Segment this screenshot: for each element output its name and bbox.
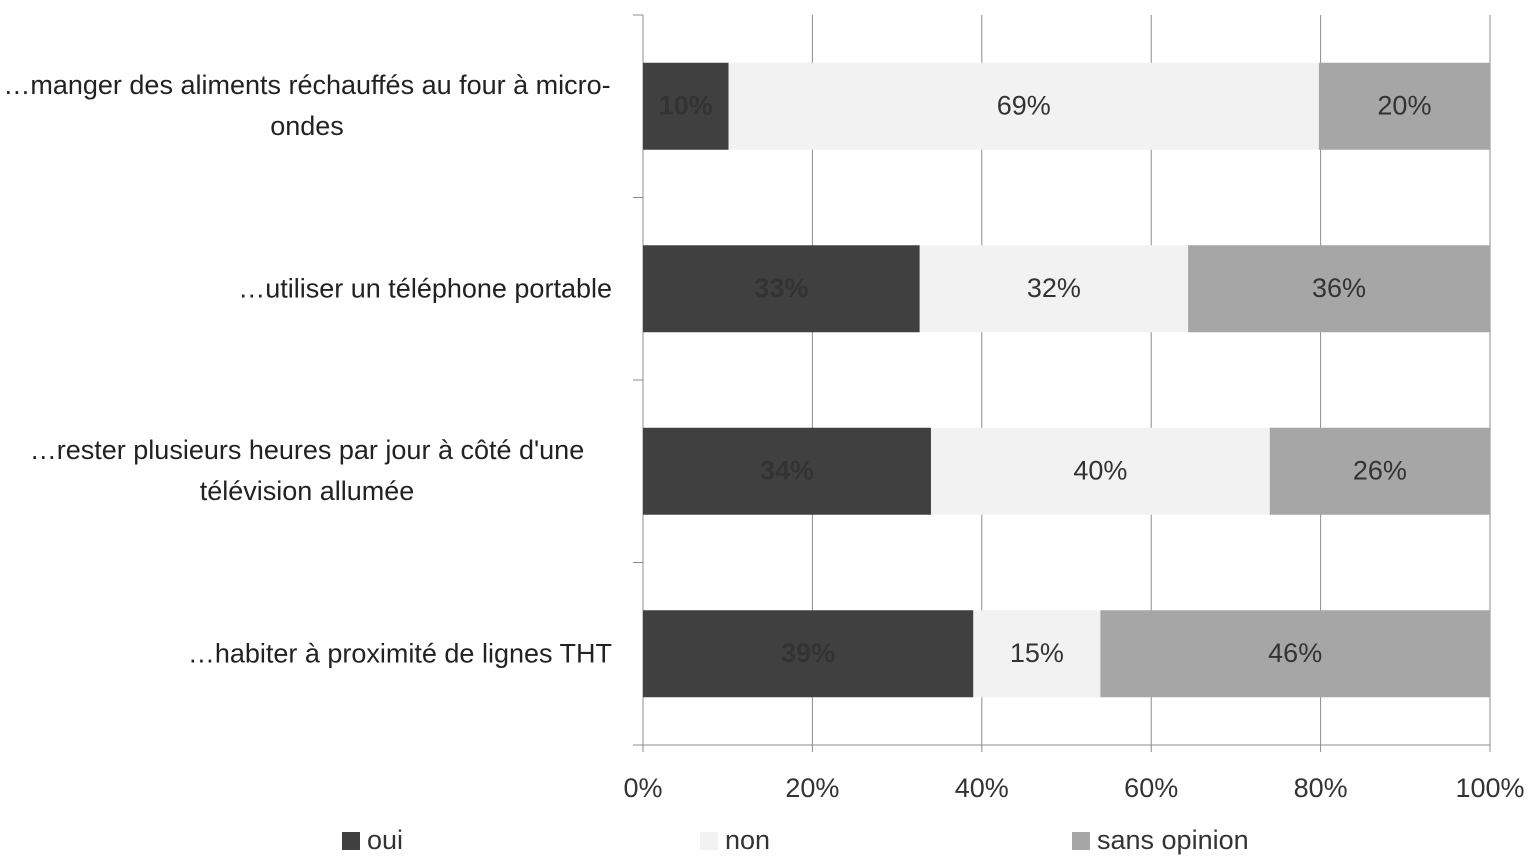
data-label: 15%	[1010, 638, 1064, 668]
x-tick-label: 40%	[955, 773, 1009, 803]
legend-label: non	[725, 825, 770, 855]
x-tick-label: 0%	[623, 773, 662, 803]
bar	[643, 427, 931, 515]
x-tick-label: 80%	[1294, 773, 1348, 803]
legend-swatch	[700, 832, 718, 850]
bar	[1269, 427, 1490, 515]
legend-swatch	[1072, 832, 1090, 850]
data-label: 26%	[1353, 455, 1407, 485]
data-label: 33%	[754, 273, 808, 303]
bar	[1188, 245, 1490, 333]
x-tick-label: 100%	[1455, 773, 1524, 803]
category-label-box: …utiliser un téléphone portable	[2, 268, 612, 309]
x-tick-label: 20%	[785, 773, 839, 803]
category-label-box: …habiter à proximité de lignes THT	[2, 633, 612, 674]
bar	[643, 62, 729, 150]
legend-label: oui	[367, 825, 403, 855]
legend-swatch	[342, 832, 360, 850]
bar	[643, 245, 920, 333]
bar	[728, 62, 1319, 150]
y-tick-label: …manger des aliments réchauffés au four …	[3, 70, 611, 142]
data-label: 39%	[781, 638, 835, 668]
data-label: 20%	[1377, 90, 1431, 120]
data-label: 36%	[1312, 273, 1366, 303]
bar	[973, 610, 1101, 698]
y-tick-label: …rester plusieurs heures par jour à côté…	[29, 435, 585, 507]
y-tick-label: …habiter à proximité de lignes THT	[187, 638, 612, 669]
data-label: 46%	[1268, 638, 1322, 668]
data-label: 34%	[760, 455, 814, 485]
data-label: 32%	[1027, 273, 1081, 303]
data-label: 40%	[1073, 455, 1127, 485]
bar	[643, 610, 974, 698]
y-tick-label: …utiliser un téléphone portable	[238, 273, 612, 304]
bar	[1318, 62, 1490, 150]
legend-label: sans opinion	[1097, 825, 1249, 855]
data-label: 69%	[997, 90, 1051, 120]
bar	[919, 245, 1189, 333]
bar	[930, 427, 1270, 515]
category-label-box: …rester plusieurs heures par jour à côté…	[2, 430, 612, 512]
category-label-box: …manger des aliments réchauffés au four …	[2, 65, 612, 147]
bar	[1100, 610, 1490, 698]
data-label: 10%	[659, 90, 713, 120]
x-tick-label: 60%	[1124, 773, 1178, 803]
